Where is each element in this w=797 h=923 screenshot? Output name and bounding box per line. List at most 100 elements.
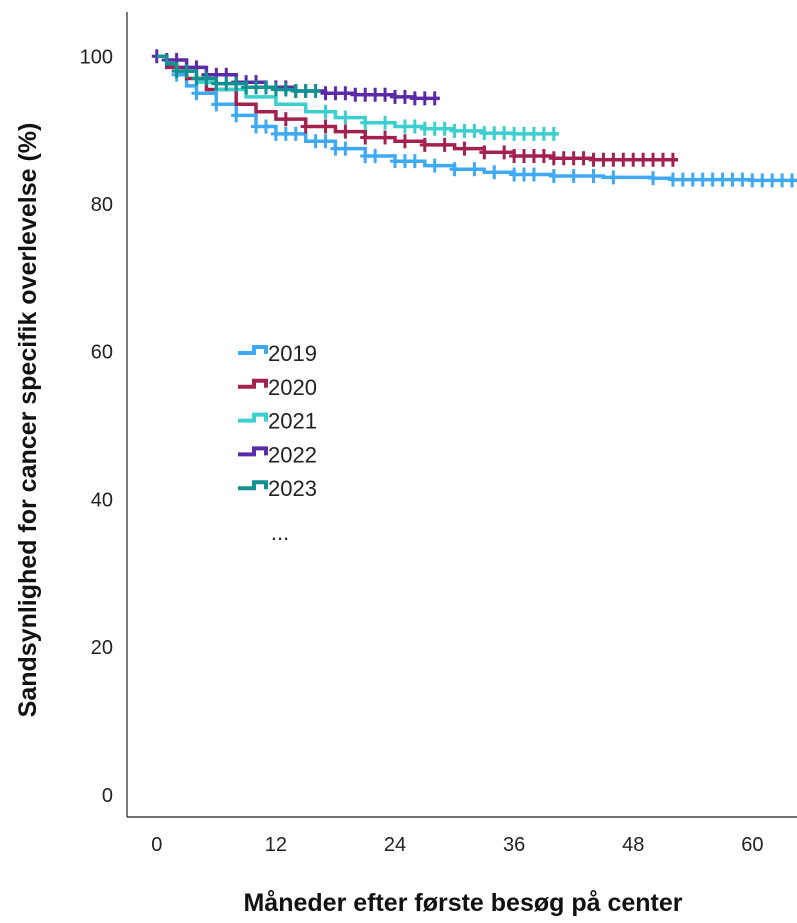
censor-mark [300, 119, 311, 134]
axes [126, 12, 797, 818]
censor-mark [528, 167, 539, 182]
censor-mark [360, 149, 371, 164]
censor-mark [519, 126, 530, 141]
y-tick-label: 60 [91, 342, 113, 364]
censor-mark [380, 87, 391, 102]
censor-mark [409, 154, 420, 169]
censor-mark [211, 97, 222, 112]
censor-mark [469, 162, 480, 177]
legend-ellipsis: ... [271, 520, 289, 545]
x-tick-label: 36 [503, 834, 525, 856]
censor-mark [399, 154, 410, 169]
censor-mark [717, 172, 728, 187]
legend: 2019 2020 2021 2022 2023... [238, 341, 317, 545]
censor-mark [499, 126, 510, 141]
censor-mark [399, 89, 410, 104]
censor-mark [340, 124, 351, 139]
censor-mark [538, 126, 549, 141]
censor-mark [509, 126, 520, 141]
censor-mark [360, 87, 371, 102]
legend-swatch [238, 412, 268, 423]
censor-mark [667, 152, 678, 167]
censor-mark [380, 130, 391, 145]
censor-mark [290, 126, 301, 141]
legend-swatch [238, 446, 268, 457]
censor-mark [340, 110, 351, 125]
censor-mark [459, 141, 470, 156]
censor-mark [777, 173, 788, 188]
censor-mark [528, 149, 539, 164]
censor-mark [251, 80, 262, 95]
censor-mark [241, 80, 252, 95]
censor-mark [439, 121, 450, 136]
y-tick-label: 100 [80, 46, 113, 68]
censor-mark [380, 115, 391, 130]
censor-mark [519, 167, 530, 182]
censor-mark [300, 84, 311, 99]
censor-mark [320, 134, 331, 149]
censor-mark [697, 172, 708, 187]
censor-mark [439, 137, 450, 152]
censor-mark [370, 87, 381, 102]
y-tick-label: 80 [91, 194, 113, 216]
censor-mark [390, 154, 400, 169]
censor-mark [737, 172, 748, 187]
censor-mark [340, 141, 351, 156]
censor-mark [360, 130, 371, 145]
censor-mark [330, 86, 341, 101]
legend-swatch [238, 480, 268, 491]
x-axis-title: Måneder efter første besøg på center [243, 889, 682, 917]
censor-mark [429, 158, 440, 173]
censor-mark [449, 162, 460, 177]
survival-curves [151, 49, 797, 188]
censor-mark [320, 86, 331, 101]
censor-mark [598, 152, 609, 167]
censor-mark [677, 172, 688, 187]
censor-mark [528, 126, 539, 141]
censor-mark [419, 137, 430, 152]
censor-mark [280, 126, 291, 141]
survival-line [156, 54, 797, 183]
y-tick-label: 20 [91, 637, 113, 659]
tick-group: 0 20 40 60 80 100 0 12 24 36 48 60 [80, 46, 764, 856]
x-tick-label: 12 [265, 834, 287, 856]
legend-swatch [238, 378, 268, 389]
series-2019 [156, 54, 797, 188]
censor-mark [588, 168, 599, 183]
censor-mark [310, 84, 321, 99]
censor-mark [489, 126, 500, 141]
censor-mark [231, 108, 242, 123]
censor-mark [429, 91, 440, 106]
censor-mark [231, 76, 242, 91]
x-tick-label: 0 [151, 834, 162, 856]
censor-mark [509, 167, 520, 182]
censor-mark [479, 145, 490, 160]
legend-label: 2023 [268, 476, 317, 501]
censor-mark [628, 152, 639, 167]
legend-label: 2019 [268, 341, 317, 366]
censor-mark [509, 149, 520, 164]
censor-mark [181, 64, 192, 79]
censor-mark [747, 173, 758, 188]
censor-mark [390, 89, 400, 104]
y-axis-title: Sandsynlighed for cancer specifik overle… [14, 123, 42, 718]
legend-label: 2022 [268, 442, 317, 467]
censor-mark [419, 121, 430, 136]
censor-mark [658, 152, 668, 167]
censor-mark [558, 151, 569, 166]
censor-mark [409, 91, 420, 106]
censor-mark [618, 152, 629, 167]
series-2020 [156, 54, 678, 167]
censor-mark [320, 104, 331, 119]
y-tick-label: 0 [102, 785, 113, 807]
censor-mark [648, 171, 659, 186]
censor-mark [360, 115, 371, 130]
censor-mark [608, 152, 619, 167]
censor-mark [687, 172, 698, 187]
x-tick-label: 60 [741, 834, 763, 856]
censor-mark [201, 71, 212, 86]
censor-mark [588, 152, 599, 167]
censor-mark [320, 119, 331, 134]
censor-mark [499, 145, 510, 160]
censor-mark [568, 168, 579, 183]
